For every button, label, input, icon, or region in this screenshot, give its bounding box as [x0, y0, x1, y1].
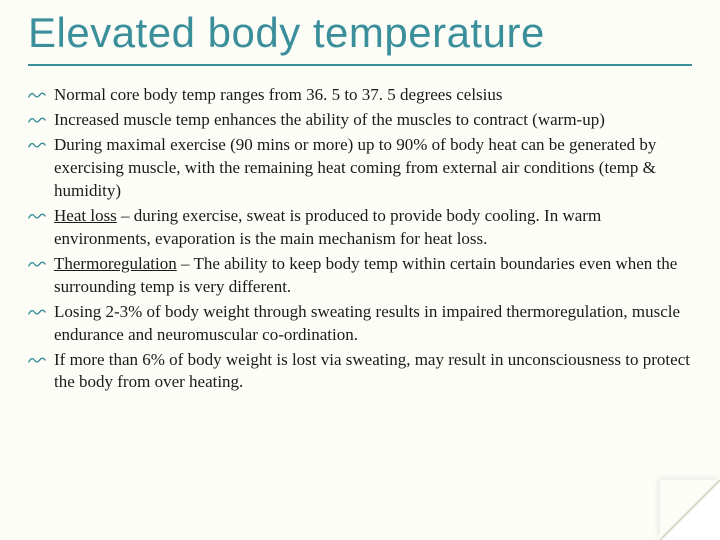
- wave-bullet-icon: [28, 305, 46, 319]
- slide-container: Elevated body temperature Normal core bo…: [0, 0, 720, 540]
- bullet-text: Heat loss – during exercise, sweat is pr…: [54, 206, 601, 248]
- wave-bullet-icon: [28, 257, 46, 271]
- bullet-item: Heat loss – during exercise, sweat is pr…: [28, 205, 692, 251]
- bullet-item: Losing 2-3% of body weight through sweat…: [28, 301, 692, 347]
- bullet-item: Thermoregulation – The ability to keep b…: [28, 253, 692, 299]
- bullet-text: Thermoregulation – The ability to keep b…: [54, 254, 677, 296]
- slide-title: Elevated body temperature: [28, 10, 692, 66]
- wave-bullet-icon: [28, 138, 46, 152]
- wave-bullet-icon: [28, 209, 46, 223]
- bullet-item: Increased muscle temp enhances the abili…: [28, 109, 692, 132]
- bullet-item: If more than 6% of body weight is lost v…: [28, 349, 692, 395]
- wave-bullet-icon: [28, 353, 46, 367]
- wave-bullet-icon: [28, 113, 46, 127]
- wave-bullet-icon: [28, 88, 46, 102]
- bullet-text: Losing 2-3% of body weight through sweat…: [54, 302, 680, 344]
- bullet-text: Increased muscle temp enhances the abili…: [54, 110, 605, 129]
- paper-curl-decoration: [660, 480, 720, 540]
- bullet-list: Normal core body temp ranges from 36. 5 …: [28, 84, 692, 394]
- bullet-item: During maximal exercise (90 mins or more…: [28, 134, 692, 203]
- bullet-item: Normal core body temp ranges from 36. 5 …: [28, 84, 692, 107]
- bullet-text: During maximal exercise (90 mins or more…: [54, 135, 656, 200]
- bullet-text: If more than 6% of body weight is lost v…: [54, 350, 690, 392]
- bullet-text: Normal core body temp ranges from 36. 5 …: [54, 85, 503, 104]
